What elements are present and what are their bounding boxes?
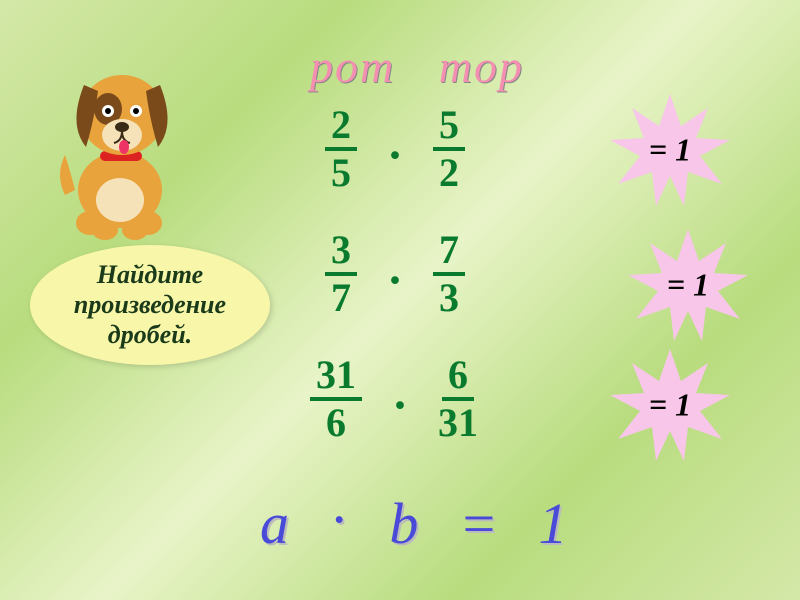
result-text-3: = 1 [649,387,691,424]
equation-row-1: 2 5 · 5 2 [325,105,465,193]
task-text: Найдитепроизведениедробей. [74,260,226,350]
formula-b: b [389,491,422,556]
equation-row-2: 3 7 · 7 3 [325,230,465,318]
result-star-3: = 1 [610,345,730,465]
result-star-2: = 1 [628,225,748,345]
result-star-1: = 1 [610,90,730,210]
fraction-1a: 2 5 [325,105,357,193]
fraction-2a: 3 7 [325,230,357,318]
formula-one: 1 [538,491,571,556]
result-text-2: = 1 [667,267,709,304]
dog-character [50,55,200,245]
fraction-1b: 5 2 [433,105,465,193]
multiply-dot: · [387,253,403,308]
title: рот тор [310,40,524,93]
fraction-3b: 6 31 [438,355,478,443]
multiply-dot: · [387,128,403,183]
formula: a · b = 1 [260,490,571,557]
formula-eq: = [459,491,502,556]
formula-dot: · [330,487,353,552]
task-bubble: Найдитепроизведениедробей. [30,245,270,365]
fraction-3a: 31 6 [310,355,362,443]
result-text-1: = 1 [649,132,691,169]
multiply-dot: · [392,378,408,433]
equation-row-3: 31 6 · 6 31 [310,355,478,443]
fraction-2b: 7 3 [433,230,465,318]
formula-a: a [260,491,293,556]
